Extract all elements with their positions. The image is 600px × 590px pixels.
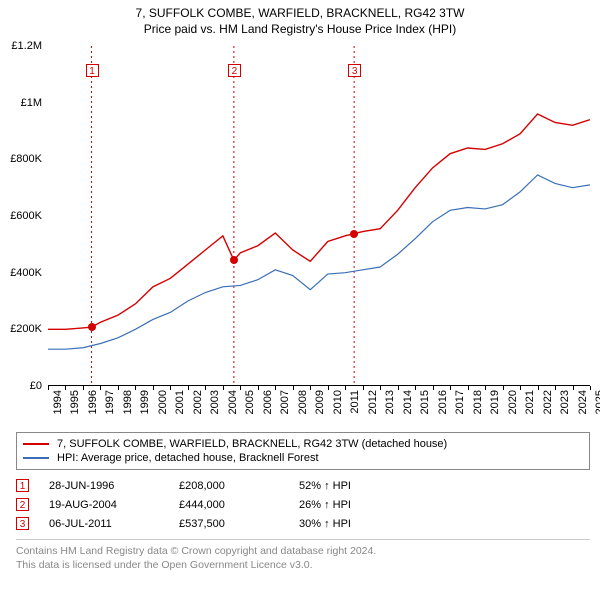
sale-row: 3 06-JUL-2011£537,50030% ↑ HPI bbox=[16, 514, 590, 533]
x-tick-label: 1999 bbox=[139, 390, 151, 414]
y-tick-label: £200K bbox=[0, 323, 42, 335]
x-tick-label: 2016 bbox=[437, 390, 449, 414]
plot-svg bbox=[48, 46, 590, 386]
x-tick-label: 2012 bbox=[367, 390, 379, 414]
sale-date: 28-JUN-1996 bbox=[49, 480, 179, 492]
x-tick-label: 2025 bbox=[594, 390, 600, 414]
sale-marker: 3 bbox=[16, 517, 29, 530]
x-tick-label: 2015 bbox=[419, 390, 431, 414]
sale-marker: 2 bbox=[16, 498, 29, 511]
x-tick-label: 2009 bbox=[314, 390, 326, 414]
x-tick-label: 2000 bbox=[157, 390, 169, 414]
sale-date: 19-AUG-2004 bbox=[49, 499, 179, 511]
y-tick-label: £400K bbox=[0, 267, 42, 279]
sales-table: 1 28-JUN-1996£208,00052% ↑ HPI 2 19-AUG-200… bbox=[16, 476, 590, 533]
chart-marker-3: 3 bbox=[348, 64, 361, 77]
legend-item: HPI: Average price, detached house, Brac… bbox=[23, 451, 583, 465]
x-tick-label: 2014 bbox=[402, 390, 414, 414]
x-tick-label: 2022 bbox=[542, 390, 554, 414]
sale-price: £208,000 bbox=[179, 480, 299, 492]
x-tick-label: 2013 bbox=[384, 390, 396, 414]
y-tick-label: £800K bbox=[0, 153, 42, 165]
sale-row: 1 28-JUN-1996£208,00052% ↑ HPI bbox=[16, 476, 590, 495]
x-tick-label: 1996 bbox=[87, 390, 99, 414]
y-tick-label: £0 bbox=[0, 380, 42, 392]
sale-marker: 1 bbox=[16, 479, 29, 492]
x-tick-label: 2024 bbox=[577, 390, 589, 414]
legend-label: 7, SUFFOLK COMBE, WARFIELD, BRACKNELL, R… bbox=[57, 438, 447, 450]
chart-marker-dot-3 bbox=[350, 230, 358, 238]
chart-title: 7, SUFFOLK COMBE, WARFIELD, BRACKNELL, R… bbox=[0, 0, 600, 20]
sale-price: £444,000 bbox=[179, 499, 299, 511]
footer-attribution: Contains HM Land Registry data © Crown c… bbox=[16, 539, 590, 572]
chart-subtitle: Price paid vs. HM Land Registry's House … bbox=[0, 20, 600, 40]
x-tick-label: 2008 bbox=[297, 390, 309, 414]
sale-pct-vs-hpi: 30% ↑ HPI bbox=[299, 518, 590, 530]
footer-line-1: Contains HM Land Registry data © Crown c… bbox=[16, 544, 590, 558]
x-tick-label: 2019 bbox=[489, 390, 501, 414]
x-tick-label: 2002 bbox=[192, 390, 204, 414]
x-tick-label: 1994 bbox=[52, 390, 64, 414]
chart-container: 7, SUFFOLK COMBE, WARFIELD, BRACKNELL, R… bbox=[0, 0, 600, 590]
x-tick-label: 2011 bbox=[349, 390, 361, 414]
series-hpi bbox=[48, 175, 590, 349]
x-tick-label: 1997 bbox=[104, 390, 116, 414]
sale-price: £537,500 bbox=[179, 518, 299, 530]
y-tick-label: £1.2M bbox=[0, 40, 42, 52]
sale-pct-vs-hpi: 52% ↑ HPI bbox=[299, 480, 590, 492]
x-tick-label: 1995 bbox=[69, 390, 81, 414]
x-tick-label: 2021 bbox=[524, 390, 536, 414]
legend-swatch bbox=[23, 443, 49, 445]
legend-item: 7, SUFFOLK COMBE, WARFIELD, BRACKNELL, R… bbox=[23, 437, 583, 451]
x-tick-label: 2018 bbox=[472, 390, 484, 414]
chart-marker-dot-2 bbox=[230, 256, 238, 264]
sale-pct-vs-hpi: 26% ↑ HPI bbox=[299, 499, 590, 511]
chart-marker-dot-1 bbox=[88, 323, 96, 331]
series-price_paid bbox=[48, 114, 590, 329]
y-tick-label: £1M bbox=[0, 97, 42, 109]
x-tick-label: 2017 bbox=[454, 390, 466, 414]
x-tick-label: 2005 bbox=[244, 390, 256, 414]
y-tick-label: £600K bbox=[0, 210, 42, 222]
legend-label: HPI: Average price, detached house, Brac… bbox=[57, 452, 319, 464]
plot-area: £0£200K£400K£600K£800K£1M£1.2M123 bbox=[48, 46, 590, 386]
chart-marker-2: 2 bbox=[228, 64, 241, 77]
x-tick-label: 2010 bbox=[332, 390, 344, 414]
x-tick-label: 2020 bbox=[507, 390, 519, 414]
x-axis: 1994 1995 1996 1997 1998 1999 2000 2001 2002 2003… bbox=[48, 386, 590, 426]
legend-swatch bbox=[23, 457, 49, 459]
sale-row: 2 19-AUG-2004£444,00026% ↑ HPI bbox=[16, 495, 590, 514]
legend: 7, SUFFOLK COMBE, WARFIELD, BRACKNELL, R… bbox=[16, 432, 590, 470]
footer-line-2: This data is licensed under the Open Gov… bbox=[16, 558, 590, 572]
x-tick-label: 2023 bbox=[559, 390, 571, 414]
x-tick-label: 2007 bbox=[279, 390, 291, 414]
sale-date: 06-JUL-2011 bbox=[49, 518, 179, 530]
x-tick-label: 2004 bbox=[227, 390, 239, 414]
chart-marker-1: 1 bbox=[86, 64, 99, 77]
x-tick-label: 2001 bbox=[174, 390, 186, 414]
x-tick-label: 1998 bbox=[122, 390, 134, 414]
x-tick-label: 2003 bbox=[209, 390, 221, 414]
x-tick-label: 2006 bbox=[262, 390, 274, 414]
